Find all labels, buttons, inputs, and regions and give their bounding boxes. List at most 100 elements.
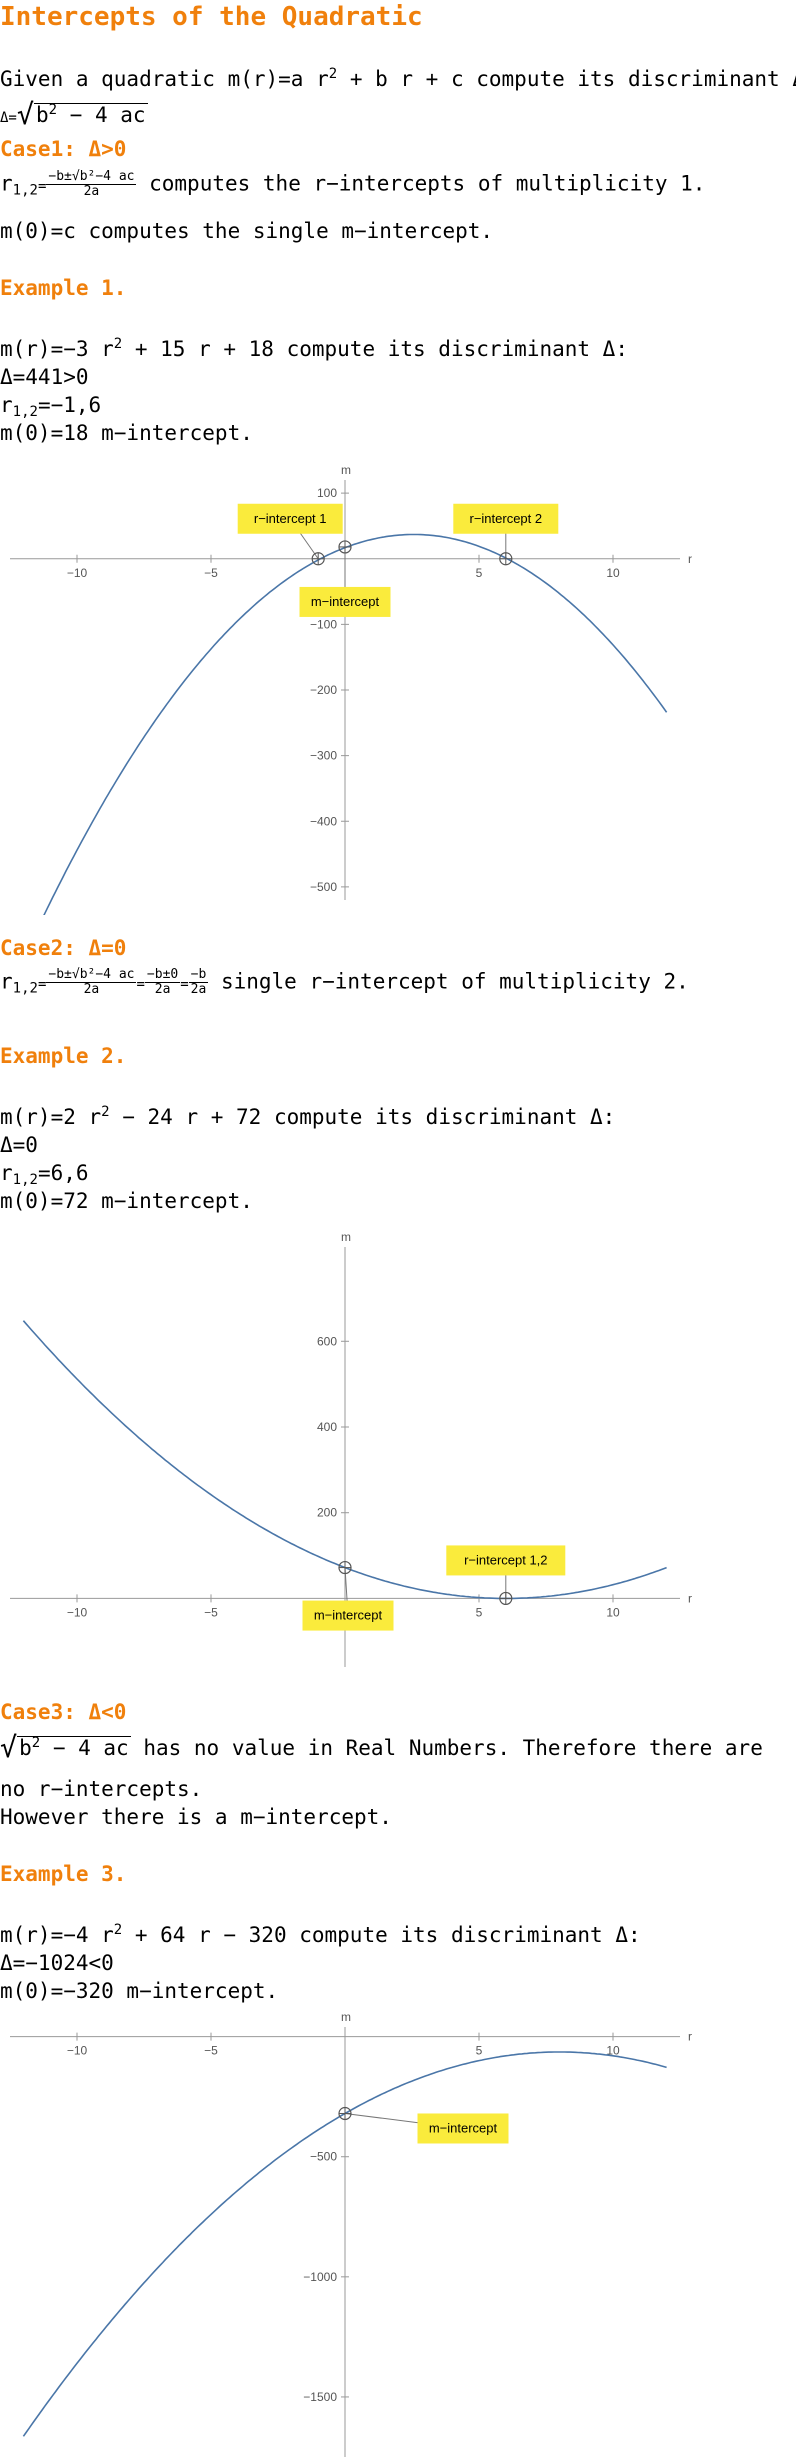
y-tick-label: −400 — [310, 814, 337, 828]
y-tick-label: −1500 — [303, 2390, 337, 2404]
discriminant-formula: Δ=√b2 − 4 ac — [0, 100, 148, 131]
example3-line2: Δ=−1024<0 — [0, 1951, 114, 1975]
superscript-two: 2 — [328, 66, 338, 82]
case3-line2: no r−intercepts. — [0, 1777, 203, 1801]
disc-radicand: b2 − 4 ac — [33, 102, 148, 127]
equals: = — [180, 976, 189, 993]
case2-formula-line: r1,2= −b±√b²−4 ac 2a = −b±0 2a = −b 2a single r−… — [0, 968, 689, 998]
case1-text1: computes the r−intercepts of multiplicit… — [136, 171, 706, 196]
fraction-numerator: −b±0 — [144, 967, 181, 983]
x-tick-label: 5 — [476, 2044, 483, 2058]
case3-line3: However there is a m−intercept. — [0, 1805, 392, 1829]
x-tick-label: −10 — [67, 2044, 88, 2058]
example3-heading: Example 3. — [0, 1862, 127, 1886]
example2-line4: m(0)=72 m−intercept. — [0, 1189, 253, 1213]
radical-icon: √ — [16, 98, 34, 131]
intro-rest: + b r + c compute its discriminant — [337, 67, 793, 91]
y-tick-label: −500 — [310, 2150, 337, 2164]
case3-radicand: b2 − 4 ac — [17, 1736, 131, 1759]
superscript-two: 2 — [113, 1922, 123, 1938]
superscript-two: 2 — [101, 1104, 110, 1120]
fraction-denominator: 2a — [83, 982, 100, 997]
x-axis-label: r — [688, 2030, 692, 2044]
superscript-two: 2 — [31, 1735, 41, 1751]
callout-box — [446, 1545, 566, 1576]
example1-line2: Δ=441>0 — [0, 365, 89, 389]
example3-line1: m(r)=−4 r2 + 64 r − 320 compute its disc… — [0, 1922, 641, 1948]
fraction-denominator: 2a — [154, 982, 171, 997]
radicand-b: b — [19, 1736, 32, 1760]
radicand-rest: − 4 ac — [40, 1736, 129, 1760]
y-tick-label: −200 — [310, 683, 337, 697]
case1-text2: m(0)=c computes the single m−intercept. — [0, 219, 494, 243]
disc-b: b — [35, 103, 49, 127]
y-tick-label: −500 — [310, 880, 337, 894]
quadratic-formula-fraction: −b±√b²−4 ac 2a — [46, 170, 137, 199]
x-tick-label: −10 — [67, 566, 88, 580]
r-subscript: 1,2 — [12, 980, 38, 997]
disc-prefix: Δ= — [0, 110, 17, 126]
example3-line3: m(0)=−320 m−intercept. — [0, 1979, 279, 2003]
disc-rest: − 4 ac — [57, 103, 146, 127]
callout-label: r−intercept 1,2 — [464, 1552, 547, 1567]
chart-example2: r m −10 −5 5 10 200 400 600 r−intercept 1,2 m−inte… — [10, 1230, 692, 1667]
example1-line4: m(0)=18 m−intercept. — [0, 421, 253, 445]
example2-function: m(r)=2 r — [0, 1105, 102, 1129]
r-symbol: r — [0, 1161, 13, 1185]
callout-box — [237, 503, 343, 534]
r-subscript: 1,2 — [12, 404, 38, 420]
x-tick-label: 10 — [606, 1605, 620, 1619]
superscript-two: 2 — [48, 102, 58, 118]
x-axis-label: r — [688, 1591, 692, 1605]
callout-box — [302, 1600, 394, 1631]
r-subscript: 1,2 — [12, 1172, 38, 1188]
example2-line3: r1,2=6,6 — [0, 1160, 89, 1188]
fraction-3: −b 2a — [188, 967, 209, 997]
fraction-1: −b±√b²−4 ac 2a — [46, 967, 137, 997]
x-axis-label: r — [688, 552, 692, 566]
example1-function: m(r)=−3 r — [0, 337, 114, 361]
example1-line1: m(r)=−3 r2 + 15 r + 18 compute its discr… — [0, 336, 628, 362]
callout-label: m−intercept — [429, 2120, 498, 2135]
page-title: Intercepts of the Quadratic — [0, 2, 423, 32]
y-tick-label: 100 — [317, 486, 337, 500]
case2-text: single r−intercept of multiplicity 2. — [208, 969, 689, 994]
y-axis-label: m — [341, 1230, 351, 1244]
case3-heading: Case3: Δ<0 — [0, 1700, 127, 1724]
case1-heading: Case1: Δ>0 — [0, 137, 127, 161]
callout-box — [417, 2113, 509, 2144]
example1-heading: Example 1. — [0, 276, 127, 300]
case2-heading: Case2: Δ=0 — [0, 936, 127, 960]
callout-label: m−intercept — [314, 1608, 383, 1623]
equals: = — [37, 178, 47, 195]
example2-rest: − 24 r + 72 compute its discriminant Δ: — [109, 1105, 616, 1129]
fraction-denominator: 2a — [190, 982, 207, 997]
fraction-numerator: −b — [188, 967, 209, 983]
example2-line2: Δ=0 — [0, 1133, 38, 1157]
r-symbol: r — [0, 393, 13, 417]
intro-given: Given a quadratic — [0, 67, 228, 91]
callout-label: r−intercept 2 — [469, 511, 542, 526]
y-tick-label: −1000 — [303, 2270, 337, 2284]
x-tick-label: −10 — [67, 1605, 88, 1619]
case3-line1: √b2 − 4 ac has no value in Real Numbers.… — [0, 1733, 763, 1761]
example3-rest: + 64 r − 320 compute its discriminant Δ: — [122, 1923, 641, 1947]
x-tick-label: 5 — [476, 1605, 483, 1619]
example1-rest: + 15 r + 18 compute its discriminant Δ: — [122, 337, 628, 361]
y-axis-label: m — [341, 463, 351, 477]
r-subscript: 1,2 — [12, 182, 38, 199]
y-axis-label: m — [341, 2012, 351, 2024]
x-tick-label: 5 — [476, 566, 483, 580]
fraction-numerator: −b±√b²−4 ac — [46, 967, 137, 983]
example1-line3: r1,2=−1,6 — [0, 392, 101, 420]
example3-function: m(r)=−4 r — [0, 1923, 114, 1947]
superscript-two: 2 — [113, 336, 123, 352]
callout-label: r−intercept 1 — [254, 511, 327, 526]
intro-function: m(r)=a r — [227, 67, 329, 91]
fraction-denominator: 2a — [83, 184, 100, 199]
r-symbol: r — [0, 171, 13, 196]
r-symbol: r — [0, 969, 13, 994]
fraction-2: −b±0 2a — [144, 967, 181, 997]
equals: = — [37, 976, 47, 993]
case3-text1: has no value in Real Numbers. Therefore … — [130, 1736, 763, 1760]
